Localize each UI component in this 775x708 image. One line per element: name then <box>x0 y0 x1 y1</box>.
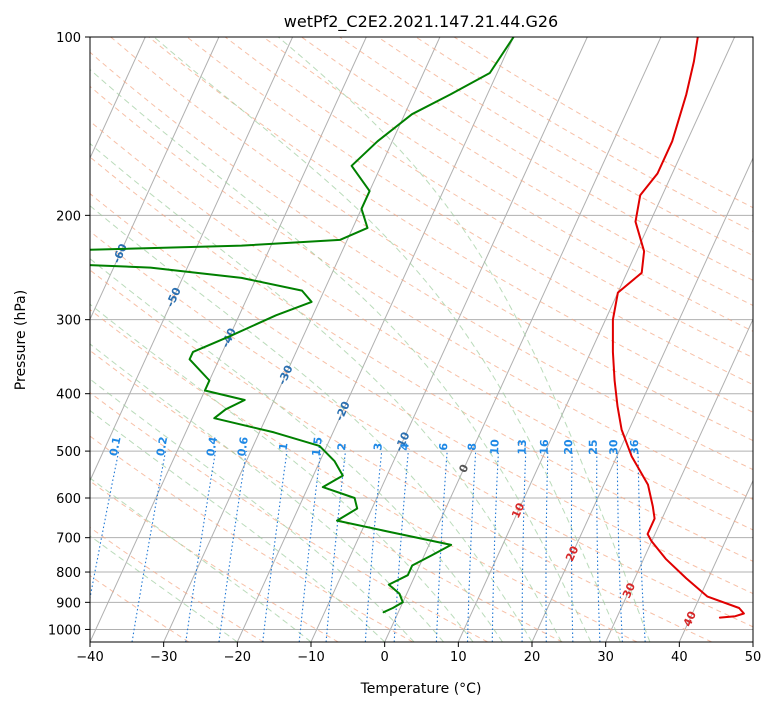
isotherm-line <box>0 37 72 642</box>
mixing-ratio-line <box>364 451 383 642</box>
mixing-ratio-label: 25 <box>587 439 600 454</box>
dry-adiabat-line <box>90 574 190 642</box>
mixing-ratio-label: 30 <box>607 439 620 455</box>
x-tick-label: 0 <box>381 650 389 665</box>
x-tick-label: 40 <box>671 650 688 665</box>
x-axis: −40 −30 −20 −10 0 10 20 30 40 50 <box>76 642 761 665</box>
temperature-profile-line <box>611 37 745 619</box>
moist-adiabat-line <box>90 409 386 642</box>
mixing-ratio-line <box>325 451 347 642</box>
isotherm-label: 30 <box>620 581 638 601</box>
isotherm-line <box>90 37 220 321</box>
x-axis-label: Temperature (°C) <box>360 681 482 697</box>
mixing-ratio-label: 1.5 <box>310 436 325 457</box>
dewpoint-profile-line <box>90 37 515 614</box>
isotherm-line <box>90 37 146 160</box>
mixing-ratio-label: 4 <box>398 442 412 451</box>
isotherm-line <box>752 640 753 642</box>
dry-adiabat-line <box>90 120 753 531</box>
dry-adiabat-line <box>90 51 753 471</box>
x-tick-label: 20 <box>524 650 541 665</box>
mixing-ratio-line <box>185 451 217 642</box>
dry-adiabat-line <box>90 309 638 642</box>
x-tick-label: 30 <box>597 650 614 665</box>
background-lines <box>0 37 753 642</box>
dry-adiabat-line <box>90 480 339 642</box>
isotherm-line <box>90 37 367 642</box>
plot-area <box>90 37 753 642</box>
mixing-ratio-label: 13 <box>516 439 530 455</box>
x-tick-label: −10 <box>297 650 324 665</box>
y-tick-label: 900 <box>56 596 81 611</box>
isotherm-label: 10 <box>509 501 527 521</box>
isotherm-line <box>531 156 753 642</box>
isotherm-line <box>163 37 441 642</box>
chart-title: wetPf2_C2E2.2021.147.21.44.G26 <box>284 12 558 32</box>
x-tick-label: 50 <box>745 650 762 665</box>
isotherm-label: 20 <box>563 544 581 564</box>
y-axis: 100 200 300 400 500 600 700 800 900 1000 <box>48 31 90 638</box>
mixing-ratio-label: 6 <box>437 442 451 451</box>
dry-adiabat-line <box>90 349 563 642</box>
mixing-ratio-label: 20 <box>562 439 575 455</box>
y-tick-label: 400 <box>56 388 81 403</box>
y-tick-label: 1000 <box>48 623 81 638</box>
y-tick-label: 500 <box>56 445 81 460</box>
x-tick-label: −40 <box>76 650 103 665</box>
mixing-ratio-line <box>262 451 288 642</box>
dry-adiabat-line <box>301 37 753 307</box>
mixing-ratio-label: 0.1 <box>107 436 124 458</box>
mixing-ratio-label: 1 <box>277 442 291 451</box>
dry-adiabat-line <box>224 37 753 359</box>
dry-adiabat-line <box>90 269 712 642</box>
mixing-ratio-label: 36 <box>628 439 641 455</box>
isotherm-label: -80 <box>5 149 25 173</box>
mixing-ratio-label: 16 <box>538 439 551 455</box>
y-tick-label: 100 <box>56 31 81 46</box>
plot-frame <box>89 36 754 643</box>
dry-adiabat-line <box>148 37 753 413</box>
y-axis-label: Pressure (hPa) <box>13 290 29 390</box>
mixing-ratio-label: 0.4 <box>204 436 220 458</box>
moist-adiabat-line <box>277 37 651 642</box>
isotherm-line <box>678 479 753 642</box>
mixing-ratio-label: 10 <box>488 439 502 455</box>
dry-adiabat-line <box>90 193 753 595</box>
moist-adiabat-line <box>90 258 503 642</box>
moist-adiabat-line <box>153 37 621 642</box>
mixing-ratio-label: 8 <box>465 443 478 451</box>
isotherm-label: 40 <box>681 609 699 629</box>
y-tick-label: 200 <box>56 209 81 224</box>
mixing-ratio-label: 0.2 <box>154 436 170 458</box>
mixing-ratio-labels: 0.1 0.2 0.4 0.6 1 1.5 2 3 4 6 8 10 13 16 20 25 30 36 <box>107 436 641 458</box>
dry-adiabat-line <box>90 230 753 628</box>
moist-adiabat-line <box>90 205 533 642</box>
series-layer <box>90 37 745 619</box>
mixing-ratio-line <box>218 451 247 642</box>
mixing-ratio-line <box>298 451 322 642</box>
x-tick-label: −20 <box>224 650 251 665</box>
x-tick-label: 10 <box>450 650 467 665</box>
isotherm-line <box>90 37 294 482</box>
isotherm-line <box>236 37 515 642</box>
moist-adiabat-line <box>90 477 312 642</box>
mixing-ratio-label: 2 <box>335 442 349 451</box>
moist-adiabat-line <box>90 68 592 642</box>
y-tick-label: 300 <box>56 314 81 329</box>
y-tick-label: 600 <box>56 492 81 507</box>
mixing-ratio-label: 0.6 <box>235 436 251 458</box>
x-tick-label: −30 <box>150 650 177 665</box>
y-tick-label: 700 <box>56 532 81 547</box>
dry-adiabat-line <box>90 85 753 500</box>
y-tick-label: 800 <box>56 566 81 581</box>
mixing-ratio-label: 3 <box>371 442 385 451</box>
moist-adiabat-line <box>90 535 238 642</box>
